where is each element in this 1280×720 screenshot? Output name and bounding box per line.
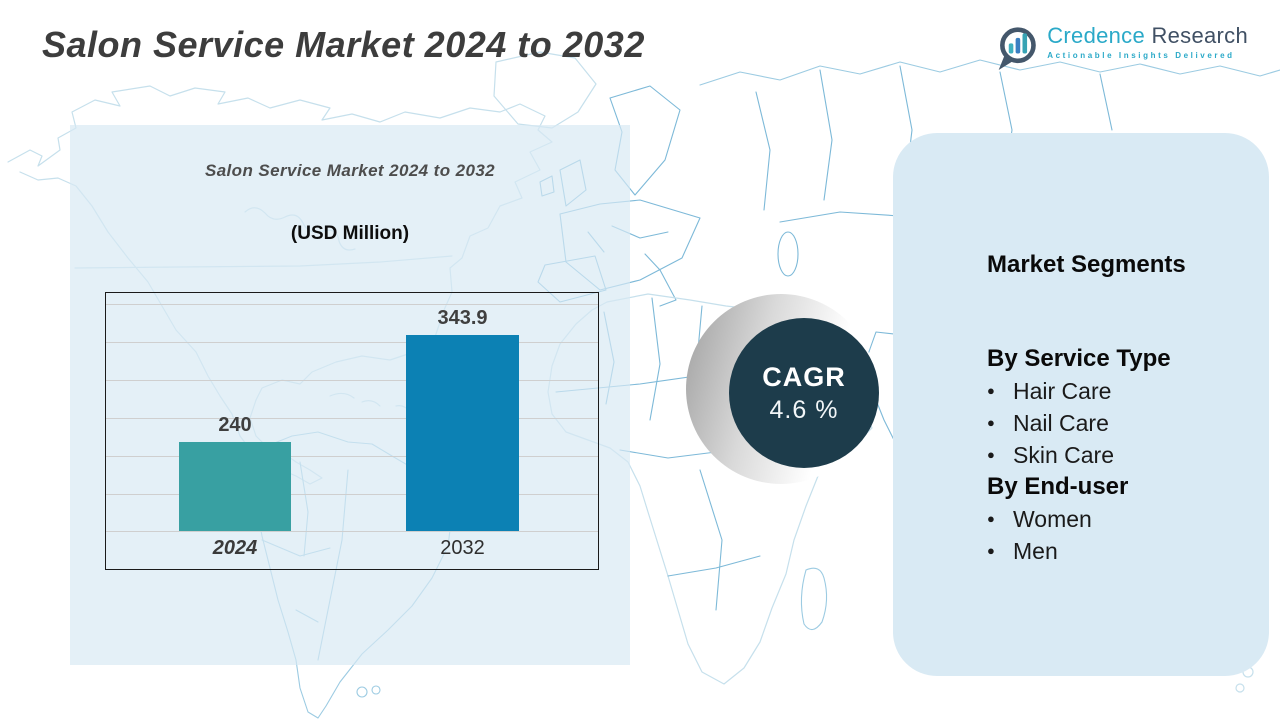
segment-item-hair-care: ● Hair Care bbox=[987, 375, 1249, 407]
segment-heading-service-type: By Service Type bbox=[987, 345, 1171, 372]
segment-item-skin-care: ● Skin Care bbox=[987, 439, 1249, 471]
bar-value-2024: 240 bbox=[218, 414, 252, 436]
gridline bbox=[106, 380, 598, 381]
segment-heading-end-user: By End-user bbox=[987, 473, 1129, 500]
x-axis-label-2032: 2032 bbox=[440, 537, 485, 559]
gridline bbox=[106, 342, 598, 343]
logo-tagline: Actionable Insights Delivered bbox=[1047, 51, 1235, 60]
chart-title: Salon Service Market 2024 to 2032 bbox=[204, 161, 496, 180]
bar-group-2024: 240 bbox=[179, 414, 291, 531]
segment-item-women: ● Women bbox=[987, 503, 1249, 535]
bar-value-2032: 343.9 bbox=[437, 307, 488, 329]
gridline bbox=[106, 304, 598, 305]
bullet-icon: ● bbox=[987, 383, 995, 398]
bar-chart-bubble-icon bbox=[998, 27, 1037, 70]
bullet-icon: ● bbox=[987, 543, 995, 558]
gridline-baseline bbox=[106, 531, 598, 532]
bullet-icon: ● bbox=[987, 415, 995, 430]
chart-panel: Salon Service Market 2024 to 2032 (USD M… bbox=[70, 125, 630, 665]
bar-2024 bbox=[179, 442, 291, 531]
market-segments-panel: Market Segments By Service Type ● Hair Ca… bbox=[893, 133, 1269, 676]
credence-research-logo: Credence Research Actionable Insights De… bbox=[995, 24, 1248, 72]
gridline bbox=[106, 418, 598, 419]
segment-item-men: ● Men bbox=[987, 535, 1249, 567]
bar-group-2032: 343.9 bbox=[406, 307, 519, 531]
gridline bbox=[106, 456, 598, 457]
page-title: Salon Service Market 2024 to 2032 bbox=[42, 24, 645, 65]
logo-brand-name: Credence Research bbox=[1047, 23, 1248, 48]
cagr-label: CAGR bbox=[762, 361, 846, 392]
segments-title: Market Segments bbox=[987, 251, 1186, 278]
bar-2032 bbox=[406, 335, 519, 531]
segment-item-nail-care: ● Nail Care bbox=[987, 407, 1249, 439]
bar-chart-plot: 240 343.9 2024 2032 bbox=[105, 292, 599, 570]
bullet-icon: ● bbox=[987, 511, 995, 526]
x-axis-label-2024: 2024 bbox=[212, 537, 258, 559]
bullet-icon: ● bbox=[987, 447, 995, 462]
cagr-value: 4.6 % bbox=[769, 395, 839, 424]
gridline bbox=[106, 494, 598, 495]
chart-unit-label: (USD Million) bbox=[290, 223, 410, 244]
cagr-badge: CAGR 4.6 % bbox=[729, 318, 879, 468]
